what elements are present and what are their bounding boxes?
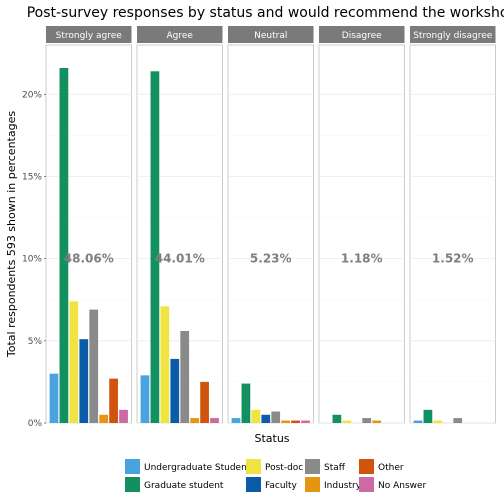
legend-item-undergraduate-student: Undergraduate Student xyxy=(125,459,251,474)
bar-strongly-agree-graduate-student xyxy=(60,68,69,423)
bar-neutral-graduate-student xyxy=(242,384,251,423)
legend-swatch xyxy=(125,459,140,474)
legend-swatch xyxy=(125,477,140,492)
panel-background xyxy=(137,45,223,423)
facet-total-label: 44.01% xyxy=(155,252,205,266)
bar-strongly-agree-industry xyxy=(99,415,108,423)
y-axis-title: Total respondents 593 shown in percentag… xyxy=(5,111,18,358)
facet-total-label: 1.18% xyxy=(341,252,383,266)
bar-neutral-post-doc xyxy=(251,410,260,423)
bar-agree-undergraduate-student xyxy=(141,375,150,423)
legend-swatch xyxy=(246,459,261,474)
facet-strip-label: Disagree xyxy=(342,31,382,41)
bar-strongly-agree-undergraduate-student xyxy=(50,374,59,423)
legend-label: Staff xyxy=(324,463,346,473)
x-axis-title: Status xyxy=(254,432,289,445)
bar-strongly-disagree-staff xyxy=(453,418,462,423)
bar-agree-other xyxy=(200,382,209,423)
facet-strongly-disagree: Strongly disagree 1.52% xyxy=(410,26,496,423)
bar-disagree-graduate-student xyxy=(333,415,342,423)
bar-strongly-agree-staff xyxy=(89,310,98,423)
panel-background xyxy=(46,45,132,423)
y-axis: 0% 5% 10% 15% 20% xyxy=(22,90,46,429)
facet-strongly-agree: Strongly agree 48.06% xyxy=(46,26,132,423)
y-tick-label: 20% xyxy=(22,90,42,100)
legend-swatch xyxy=(246,477,261,492)
bar-strongly-agree-no-answer xyxy=(119,410,128,423)
legend-label: Industry xyxy=(324,481,362,491)
bar-neutral-no-answer xyxy=(301,421,310,423)
legend-item-other: Other xyxy=(359,459,404,474)
panel-background xyxy=(410,45,496,423)
facet-neutral: Neutral 5.23% xyxy=(228,26,314,423)
bar-neutral-undergraduate-student xyxy=(232,418,241,423)
bar-neutral-industry xyxy=(281,421,290,423)
bar-agree-staff xyxy=(180,331,189,423)
facet-panels: Strongly agree 48.06% Agree 44.01% Neutral 5.… xyxy=(46,26,496,423)
y-tick-label: 0% xyxy=(28,419,43,429)
y-tick-label: 10% xyxy=(22,255,42,265)
legend-item-graduate-student: Graduate student xyxy=(125,477,224,492)
legend-swatch xyxy=(359,477,374,492)
legend-item-post-doc: Post-doc xyxy=(246,459,303,474)
chart-title: Post-survey responses by status and woul… xyxy=(27,5,504,21)
legend-swatch xyxy=(305,477,320,492)
facet-total-label: 1.52% xyxy=(432,252,474,266)
facet-total-label: 5.23% xyxy=(250,252,292,266)
panel-background xyxy=(228,45,314,423)
legend-label: Graduate student xyxy=(144,481,224,491)
bar-strongly-disagree-post-doc xyxy=(433,421,442,423)
legend-label: Undergraduate Student xyxy=(144,463,251,473)
legend-item-industry: Industry xyxy=(305,477,362,492)
bar-strongly-agree-faculty xyxy=(79,339,88,423)
bar-neutral-staff xyxy=(271,411,280,423)
facet-agree: Agree 44.01% xyxy=(137,26,223,423)
legend-swatch xyxy=(359,459,374,474)
legend-label: Other xyxy=(378,463,404,473)
bar-disagree-staff xyxy=(362,418,371,423)
bar-disagree-post-doc xyxy=(342,421,351,423)
facet-strip-label: Neutral xyxy=(254,31,287,41)
bar-agree-graduate-student xyxy=(151,71,160,423)
facet-strip-label: Agree xyxy=(167,31,194,41)
facet-strip-label: Strongly disagree xyxy=(413,31,493,41)
legend-label: Post-doc xyxy=(265,463,303,473)
bar-agree-post-doc xyxy=(160,306,169,423)
y-tick-label: 5% xyxy=(28,337,43,347)
legend-label: No Answer xyxy=(378,481,427,491)
facet-strip-label: Strongly agree xyxy=(56,31,123,41)
bar-agree-industry xyxy=(190,418,199,423)
bar-agree-faculty xyxy=(170,359,179,423)
legend-label: Faculty xyxy=(265,481,298,491)
bar-agree-no-answer xyxy=(210,418,219,423)
bar-neutral-other xyxy=(291,421,300,423)
bar-disagree-industry xyxy=(372,421,381,423)
bar-neutral-faculty xyxy=(261,415,270,423)
bar-strongly-agree-other xyxy=(109,379,118,423)
legend-item-no-answer: No Answer xyxy=(359,477,427,492)
legend-item-staff: Staff xyxy=(305,459,346,474)
bar-strongly-agree-post-doc xyxy=(69,301,78,423)
bar-strongly-disagree-undergraduate-student xyxy=(414,421,423,423)
facet-total-label: 48.06% xyxy=(64,252,114,266)
legend: Undergraduate Student Graduate student Pos… xyxy=(125,459,427,492)
panel-background xyxy=(319,45,405,423)
legend-swatch xyxy=(305,459,320,474)
y-tick-label: 15% xyxy=(22,172,42,182)
legend-item-faculty: Faculty xyxy=(246,477,298,492)
bar-strongly-disagree-graduate-student xyxy=(424,410,433,423)
facet-disagree: Disagree 1.18% xyxy=(319,26,405,423)
